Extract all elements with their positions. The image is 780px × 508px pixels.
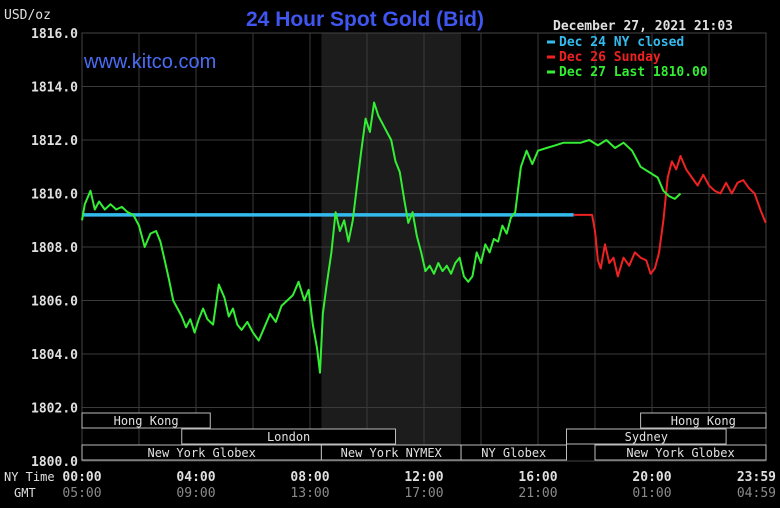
legend-label: Dec 24 NY closed xyxy=(559,35,684,50)
chart-title: 24 Hour Spot Gold (Bid) xyxy=(246,8,484,31)
grid-lines xyxy=(81,32,767,462)
market-session-box xyxy=(640,412,767,429)
x-tick-label-gmt: 01:00 xyxy=(632,486,671,501)
series-layer xyxy=(81,101,767,374)
market-session-label: New York Globex xyxy=(148,446,256,460)
y-tick-label: 1810.0 xyxy=(31,188,78,203)
y-tick-label: 1802.0 xyxy=(31,402,78,417)
x-tick-label-ny: 20:00 xyxy=(632,470,671,485)
y-tick-label: 1814.0 xyxy=(31,81,78,96)
x-tick-label-ny: 23:59 xyxy=(737,470,776,485)
y-tick-label: 1804.0 xyxy=(31,348,78,363)
chart-timestamp: December 27, 2021 21:03 xyxy=(553,19,733,34)
plot-frame xyxy=(81,32,767,462)
market-session-label: NY Globex xyxy=(481,446,546,460)
market-session-label: New York NYMEX xyxy=(341,446,443,460)
y-tick-label: 1812.0 xyxy=(31,134,78,149)
x-tick-label-gmt: 04:59 xyxy=(737,486,776,501)
x-tick-label-gmt: 21:00 xyxy=(518,486,557,501)
y-axis-ticks: 1816.0 1814.0 1812.0 1810.0 1808.0 1806.0 1804… xyxy=(31,27,78,470)
y-tick-label: 1808.0 xyxy=(31,241,78,256)
y-axis-unit: USD/oz xyxy=(4,8,51,23)
y-tick-label: 1816.0 xyxy=(31,27,78,42)
market-session-label: London xyxy=(267,430,310,444)
x-axis-label-ny: NY Time xyxy=(4,470,55,484)
market-session-box xyxy=(594,444,767,461)
market-session-box xyxy=(81,412,211,429)
y-tick-label: 1800.0 xyxy=(31,455,78,470)
legend-label: Dec 26 Sunday xyxy=(559,50,661,65)
x-tick-label-gmt: 05:00 xyxy=(62,486,101,501)
x-tick-label-ny: 04:00 xyxy=(176,470,215,485)
x-tick-label-ny: 16:00 xyxy=(518,470,557,485)
x-tick-label-gmt: 09:00 xyxy=(176,486,215,501)
website-watermark: www.kitco.com xyxy=(83,51,216,73)
market-session-label: Sydney xyxy=(625,430,668,444)
series-line-dec27 xyxy=(81,101,682,374)
legend-label: Dec 27 Last 1810.00 xyxy=(559,65,708,80)
x-tick-label-ny: 12:00 xyxy=(404,470,443,485)
series-line-dec26 xyxy=(573,155,767,278)
market-session-label: New York Globex xyxy=(626,446,734,460)
market-session-label: Hong Kong xyxy=(114,414,179,428)
market-sessions: Hong Kong London New York Globex New York N… xyxy=(81,412,767,461)
x-axis-label-gmt: GMT xyxy=(14,486,36,500)
x-tick-label-gmt: 17:00 xyxy=(404,486,443,501)
y-tick-label: 1806.0 xyxy=(31,295,78,310)
x-tick-label-ny: 00:00 xyxy=(62,470,101,485)
x-tick-label-ny: 08:00 xyxy=(290,470,329,485)
market-session-box xyxy=(460,444,567,461)
market-session-label: Hong Kong xyxy=(671,414,736,428)
market-session-box xyxy=(566,428,727,445)
market-session-box xyxy=(181,428,396,445)
x-tick-label-gmt: 13:00 xyxy=(290,486,329,501)
